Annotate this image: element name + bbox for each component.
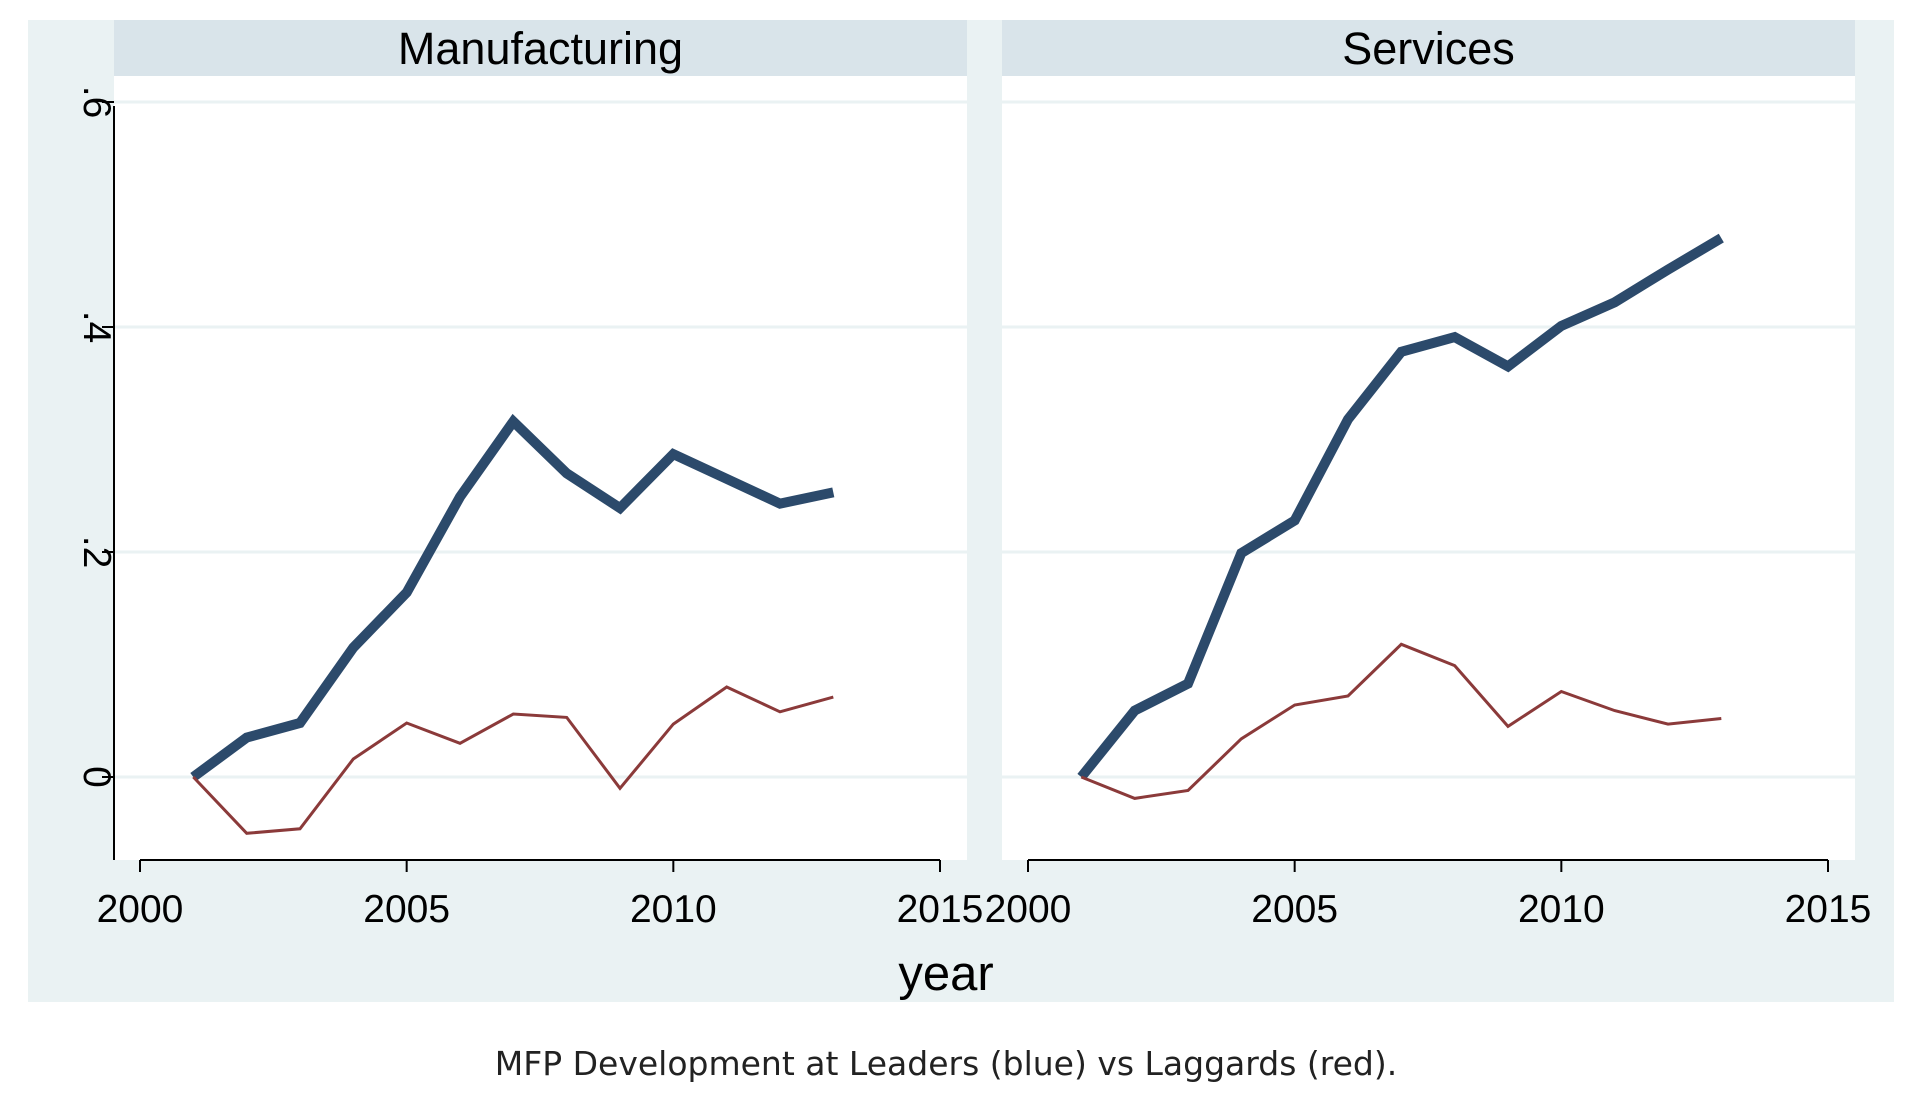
- x-tick-label: 2000: [97, 888, 184, 931]
- panels-group: Manufacturing 2000 2005 2010 2015 Services 200…: [97, 20, 1872, 931]
- panel-title: Services: [1342, 23, 1515, 74]
- plot-area: [114, 76, 967, 860]
- series-line-laggards: [1080, 642, 1722, 800]
- x-tick-label: 2005: [363, 888, 450, 931]
- y-tick-label: 0: [75, 766, 118, 788]
- x-tick-label: 2010: [630, 888, 717, 931]
- panel-services: Services 2000 2005 2010 2015: [985, 20, 1872, 931]
- x-tick-label: 2010: [1518, 888, 1605, 931]
- series-line-laggards: [192, 685, 834, 835]
- x-tick-label: 2005: [1251, 888, 1338, 931]
- y-tick-label: .4: [75, 311, 118, 344]
- y-tick-label: .2: [75, 536, 118, 569]
- series-line-leaders: [1077, 233, 1724, 781]
- y-tick-label: .6: [75, 86, 118, 119]
- panel-manufacturing: Manufacturing 2000 2005 2010 2015: [97, 20, 984, 931]
- x-tick-label: 2015: [1785, 888, 1872, 931]
- panel-title: Manufacturing: [398, 23, 683, 74]
- panel-header: [1002, 20, 1855, 76]
- x-axis-title: year: [898, 947, 993, 1001]
- figure-caption: MFP Development at Leaders (blue) vs Lag…: [495, 1044, 1397, 1083]
- x-tick-label: 2000: [985, 888, 1072, 931]
- panel-header: [114, 20, 967, 76]
- y-axis: 0 .2 .4 .6: [75, 86, 118, 860]
- x-tick-label: 2015: [897, 888, 984, 931]
- plot-area: [1002, 76, 1855, 860]
- series-line-leaders: [190, 413, 835, 782]
